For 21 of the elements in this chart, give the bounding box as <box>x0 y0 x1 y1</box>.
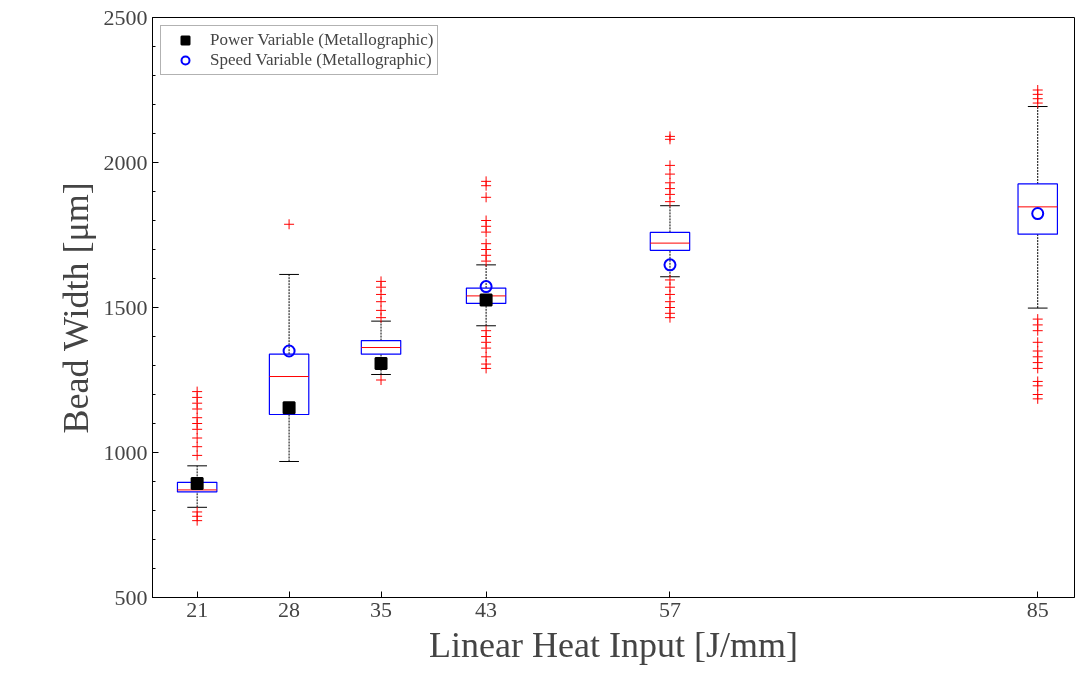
x-tick-label: 21 <box>186 596 209 622</box>
point <box>663 258 677 272</box>
y-tick-label: 1000 <box>103 439 148 465</box>
x-tick-label: 43 <box>475 596 498 622</box>
legend-label: Speed Variable (Metallographic) <box>210 50 432 70</box>
point <box>282 401 296 415</box>
point <box>374 356 388 370</box>
y-tick-label: 500 <box>114 584 148 610</box>
y-tick-label: 2000 <box>103 149 148 175</box>
legend-label: Power Variable (Metallographic) <box>210 30 434 50</box>
x-tick-label: 85 <box>1026 596 1049 622</box>
x-tick-label: 35 <box>370 596 393 622</box>
y-tick-label: 1500 <box>103 294 148 320</box>
x-tick-label: 57 <box>658 596 681 622</box>
point <box>190 477 204 491</box>
x-axis-title: Linear Heat Input [J/mm] <box>429 624 798 665</box>
y-axis-title: Bead Width [μm] <box>55 182 96 434</box>
point <box>479 280 493 294</box>
point <box>282 344 296 358</box>
x-tick-label: 28 <box>278 596 301 622</box>
y-tick-label: 2500 <box>103 4 148 30</box>
